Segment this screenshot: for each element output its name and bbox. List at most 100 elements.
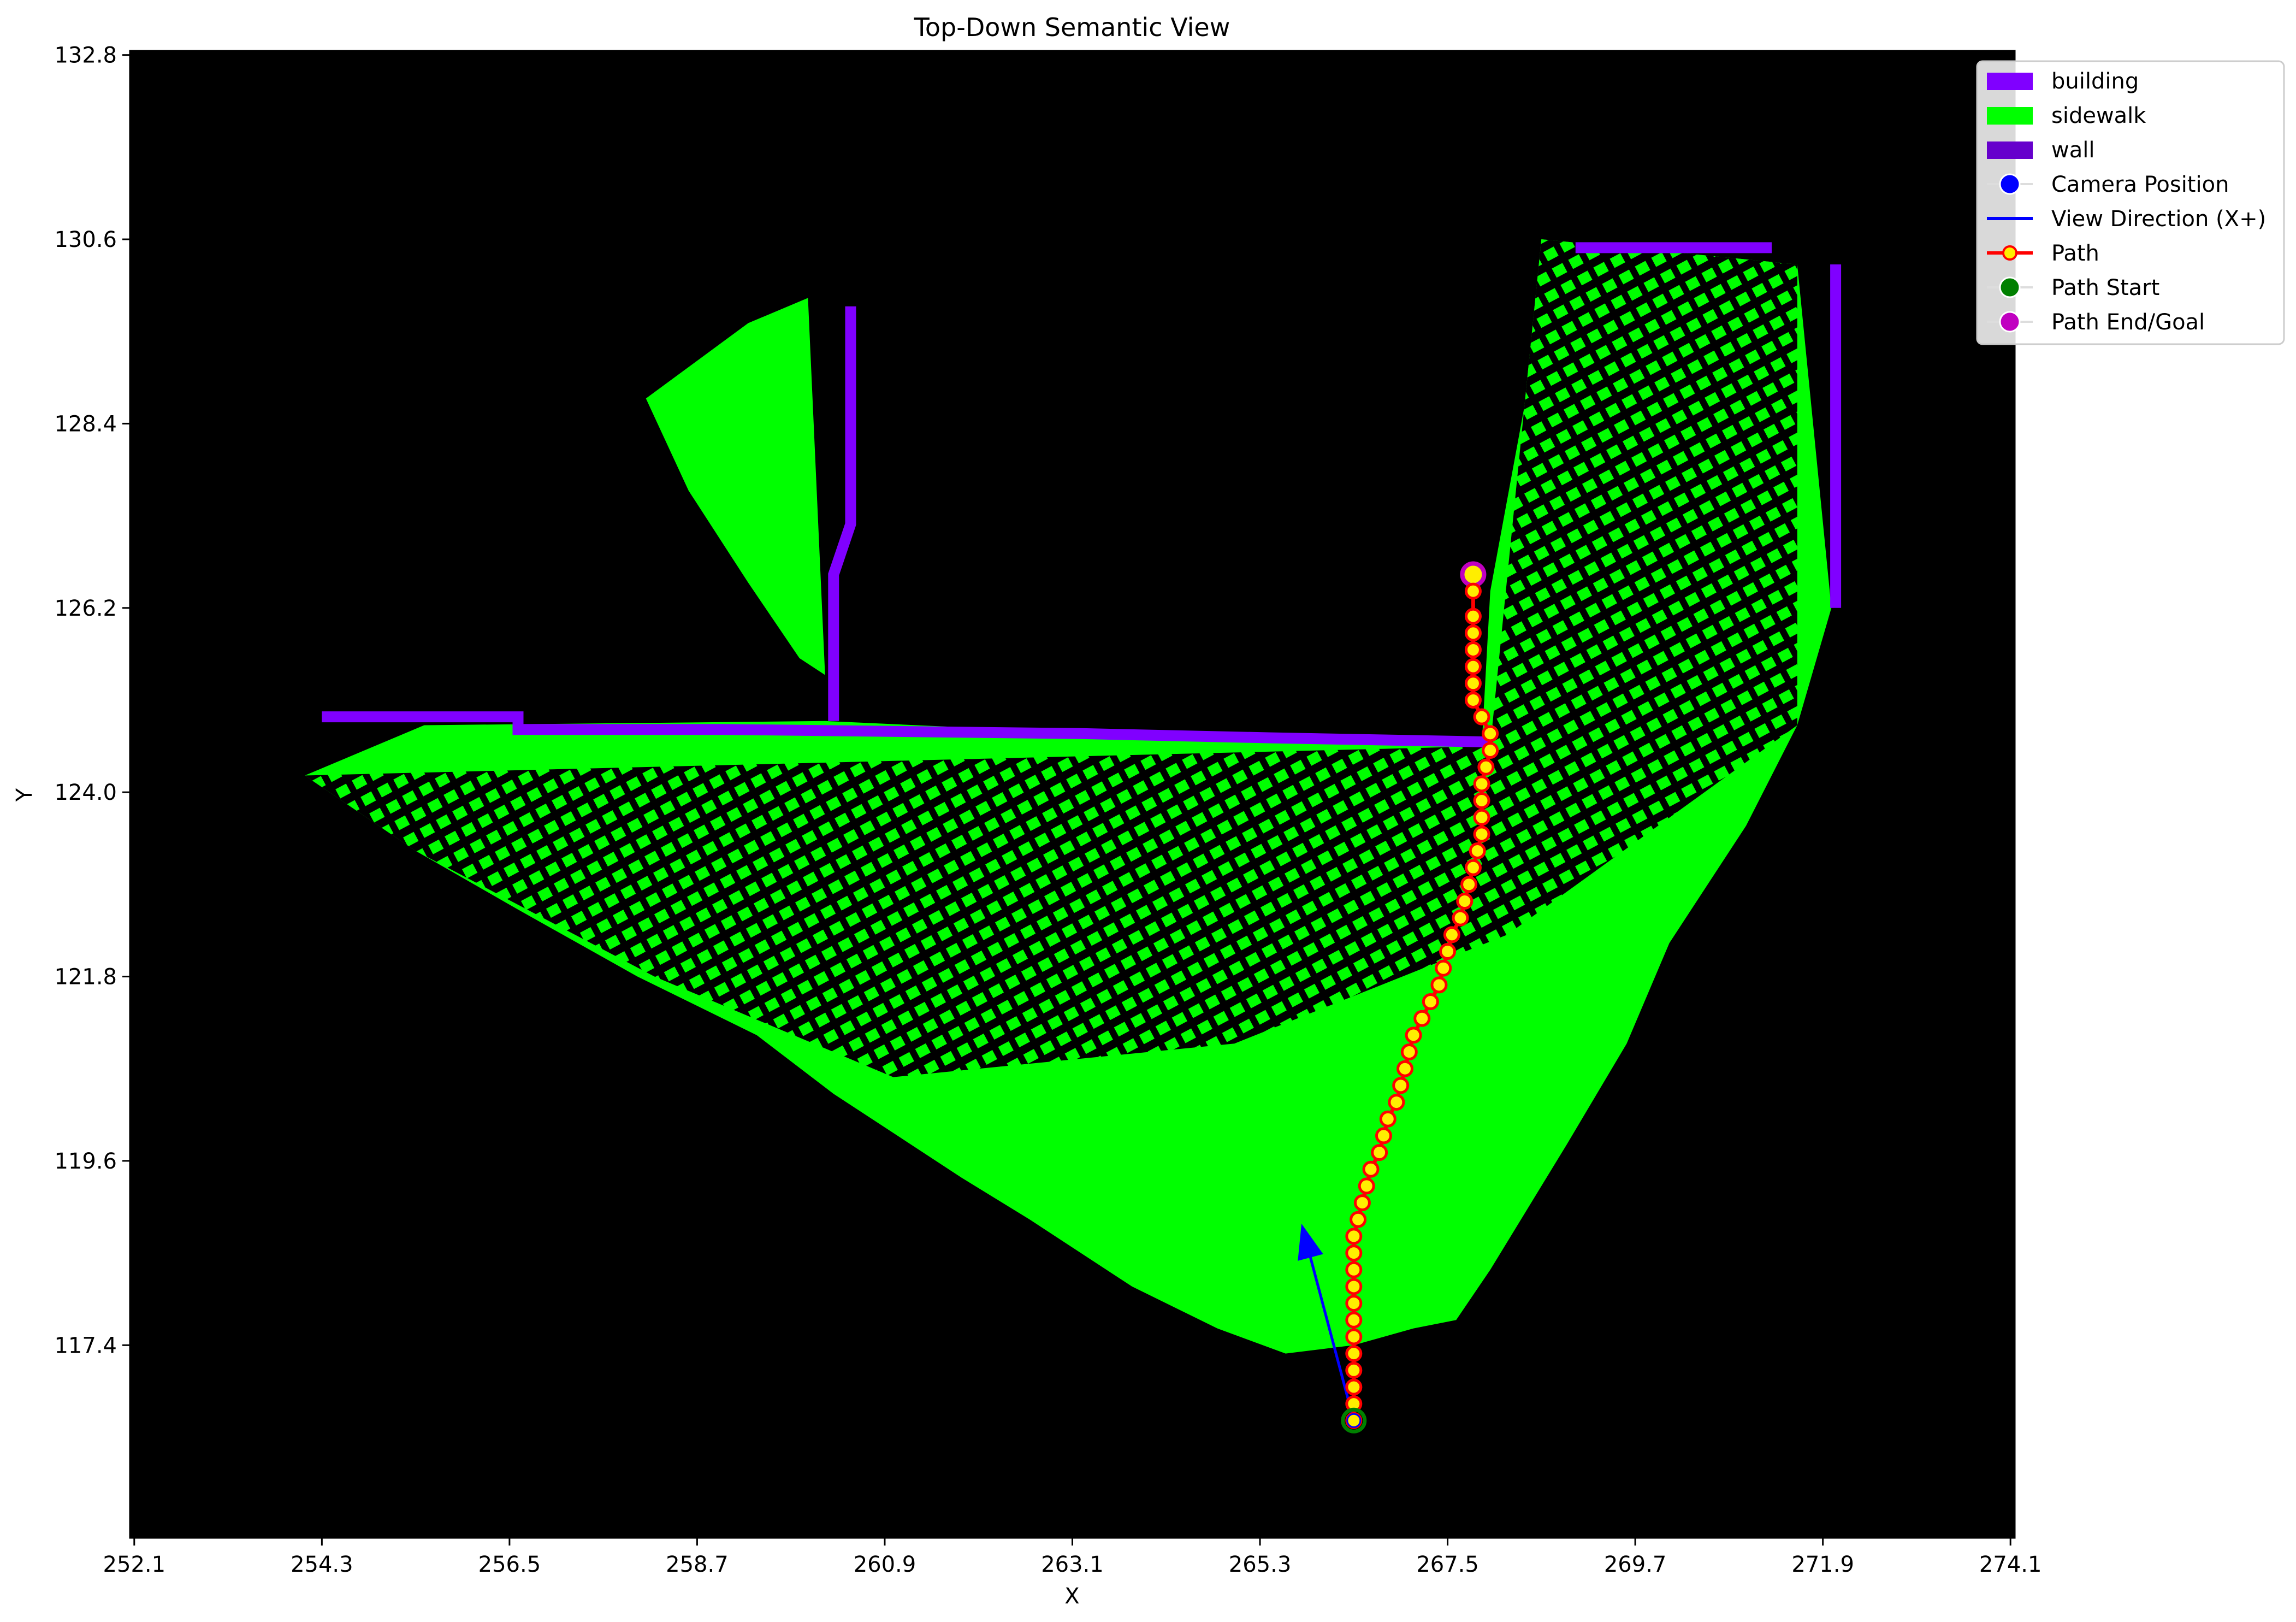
legend: building sidewalk wall Camera Position View … xyxy=(1976,60,2285,345)
legend-marker xyxy=(1999,311,2021,333)
y-tick-label: 130.6 xyxy=(54,227,117,252)
path-point xyxy=(1464,607,1482,625)
x-tick-label: 252.1 xyxy=(103,1552,166,1577)
chart-title: Top-Down Semantic View xyxy=(914,13,1230,42)
y-tick-label: 126.2 xyxy=(54,596,117,621)
building-segment-0 xyxy=(322,711,1490,748)
path-point xyxy=(1473,708,1490,726)
legend-entry-wall: wall xyxy=(1987,138,2094,163)
legend-marker xyxy=(2002,245,2017,261)
legend-label: Path End/Goal xyxy=(2051,310,2205,335)
legend-box xyxy=(1976,60,2285,345)
path-point xyxy=(1405,1027,1422,1044)
path-point xyxy=(1375,1127,1392,1145)
path-point xyxy=(1482,725,1499,742)
camera-position-marker xyxy=(1346,1413,1362,1428)
path-point xyxy=(1345,1244,1363,1262)
path-point xyxy=(1477,758,1495,776)
path-point xyxy=(1473,809,1490,826)
path-point xyxy=(1456,893,1474,910)
path-point xyxy=(1345,1378,1363,1396)
path-point xyxy=(1422,993,1439,1011)
y-axis-label: Y xyxy=(12,788,37,802)
view-direction-line xyxy=(1301,1227,1356,1421)
x-tick-label: 267.5 xyxy=(1416,1552,1479,1577)
legend-marker xyxy=(1999,276,2021,298)
path-point xyxy=(1345,1278,1363,1295)
path-point xyxy=(1345,1261,1363,1278)
path-point xyxy=(1379,1110,1396,1128)
legend-entry-sidewalk: sidewalk xyxy=(1987,103,2146,128)
path-point xyxy=(1473,775,1490,793)
y-tick-label: 117.4 xyxy=(54,1333,117,1358)
path-point xyxy=(1435,959,1452,977)
path-point xyxy=(1464,658,1482,675)
x-axis: 252.1 254.3 256.5 258.7 260.9 263.1 265.3 267.5… xyxy=(103,1538,2042,1577)
y-tick-label: 119.6 xyxy=(54,1149,117,1174)
legend-swatch xyxy=(1987,141,2033,159)
legend-swatch xyxy=(1987,107,2033,125)
path-point xyxy=(1345,1295,1363,1312)
x-tick-label: 263.1 xyxy=(1041,1552,1104,1577)
path-point xyxy=(1345,1361,1363,1379)
sidewalk-region-triangle xyxy=(646,298,825,675)
path-point xyxy=(1396,1060,1413,1077)
x-tick-label: 265.3 xyxy=(1229,1552,1292,1577)
building-segment-1 xyxy=(828,306,856,721)
legend-label: sidewalk xyxy=(2051,103,2146,128)
legend-label: View Direction (X+) xyxy=(2051,207,2266,232)
x-tick-label: 274.1 xyxy=(1979,1552,2042,1577)
path-point xyxy=(1460,876,1478,893)
path-point xyxy=(1439,943,1457,960)
legend-entry-path: Path xyxy=(1987,241,2099,266)
legend-entry-path-start: Path Start xyxy=(1987,275,2159,300)
path-point xyxy=(1464,691,1482,709)
y-tick-label: 121.8 xyxy=(54,965,117,990)
path-point xyxy=(1482,741,1499,759)
y-tick-label: 124.0 xyxy=(54,780,117,805)
legend-swatch xyxy=(1987,73,2033,90)
path-point xyxy=(1350,1211,1367,1228)
legend-label: wall xyxy=(2051,138,2094,163)
path-end-marker xyxy=(1460,561,1487,588)
path-point xyxy=(1464,641,1482,658)
path-point xyxy=(1464,675,1482,692)
path-point xyxy=(1345,1328,1363,1346)
legend-entry-camera-position: Camera Position xyxy=(1987,172,2229,197)
path-point xyxy=(1371,1144,1388,1161)
path-point xyxy=(1388,1094,1405,1111)
path-point xyxy=(1473,792,1490,810)
path-point xyxy=(1392,1077,1410,1094)
path-point xyxy=(1358,1177,1375,1195)
legend-entry-building: building xyxy=(1987,69,2139,94)
legend-entry-view-direction-x: View Direction (X+) xyxy=(1987,207,2266,232)
path-point xyxy=(1469,842,1486,860)
x-tick-label: 256.5 xyxy=(478,1552,541,1577)
legend-label: Camera Position xyxy=(2051,172,2229,197)
x-tick-label: 254.3 xyxy=(291,1552,353,1577)
path-point xyxy=(1464,859,1482,876)
path-point xyxy=(1345,1311,1363,1329)
path-point xyxy=(1362,1160,1380,1178)
legend-entry-path-end-goal: Path End/Goal xyxy=(1987,310,2205,335)
path-point xyxy=(1430,976,1448,994)
path-point xyxy=(1353,1194,1371,1212)
path-point xyxy=(1400,1043,1418,1061)
path-point xyxy=(1464,582,1482,600)
path-point xyxy=(1413,1010,1431,1027)
path-start-marker xyxy=(1341,1407,1367,1434)
legend-marker xyxy=(1999,173,2021,195)
path-point xyxy=(1452,909,1469,927)
x-tick-label: 269.7 xyxy=(1604,1552,1667,1577)
path-point xyxy=(1473,825,1490,843)
sidewalk-scatter-region xyxy=(305,239,1797,1077)
y-axis: 117.4 119.6 121.8 124.0 126.2 128.4 130.6 132.8 xyxy=(54,43,130,1358)
view-direction-arrowhead xyxy=(1298,1223,1323,1261)
path-point xyxy=(1345,1345,1363,1363)
y-tick-label: 128.4 xyxy=(54,411,117,437)
x-axis-label: X xyxy=(1064,1584,1079,1609)
path-overlay xyxy=(1298,561,1499,1434)
legend-label: Path xyxy=(2051,241,2099,266)
x-tick-label: 258.7 xyxy=(666,1552,729,1577)
